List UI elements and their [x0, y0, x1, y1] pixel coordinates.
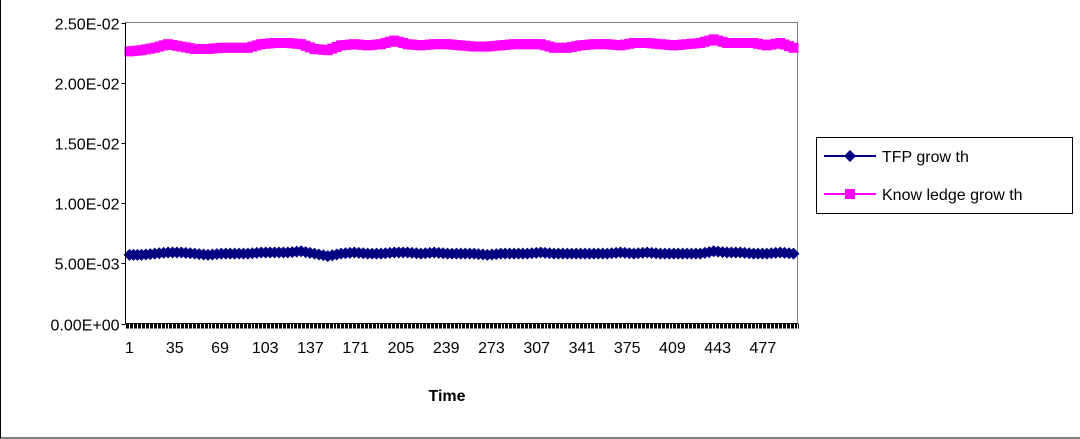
x-tick-label: 171 [342, 340, 369, 357]
legend-label: TFP grow th [882, 149, 969, 166]
x-tick-label: 477 [750, 340, 777, 357]
legend-entry: Know ledge grow th [824, 187, 1023, 204]
x-tick-label: 69 [211, 340, 229, 357]
legend: TFP grow th Know ledge grow th [816, 137, 1073, 214]
x-tick-label: 1 [125, 340, 134, 357]
y-tick-label: 2.00E-02 [55, 77, 120, 94]
diamond-marker-icon [844, 150, 856, 162]
series-knowledge-growth [124, 34, 799, 57]
x-tick-label: 239 [433, 340, 460, 357]
x-tick-label: 375 [614, 340, 641, 357]
y-tick-label: 5.00E-03 [55, 257, 120, 274]
legend-label: Know ledge grow th [882, 187, 1023, 204]
series-tfp-growth [123, 245, 800, 263]
square-marker-icon [845, 189, 855, 199]
x-tick-label: 273 [478, 340, 505, 357]
x-tick-marks [126, 323, 799, 329]
x-tick-label: 35 [166, 340, 184, 357]
x-tick-label: 307 [523, 340, 550, 357]
x-tick-label: 205 [388, 340, 415, 357]
x-tick-label: 137 [297, 340, 324, 357]
y-tick-label: 1.50E-02 [55, 137, 120, 154]
legend-box [816, 137, 1073, 214]
y-tick-label: 2.50E-02 [55, 17, 120, 34]
data-point [788, 42, 799, 53]
x-tick-label: 103 [252, 340, 279, 357]
x-tick-label: 341 [569, 340, 596, 357]
data-point [787, 247, 800, 260]
y-tick-label: 1.00E-02 [55, 197, 120, 214]
series-layer [123, 34, 800, 263]
legend-entry: TFP grow th [824, 149, 969, 166]
plot-area [125, 22, 798, 324]
y-tick-label: 0.00E+00 [51, 318, 120, 335]
x-tick-label: 443 [704, 340, 731, 357]
axes: 0.00E+00 5.00E-03 1.00E-02 1.50E-02 2.00E-02… [51, 17, 799, 357]
x-axis-title: Time [428, 388, 465, 405]
x-tick-label: 409 [659, 340, 686, 357]
